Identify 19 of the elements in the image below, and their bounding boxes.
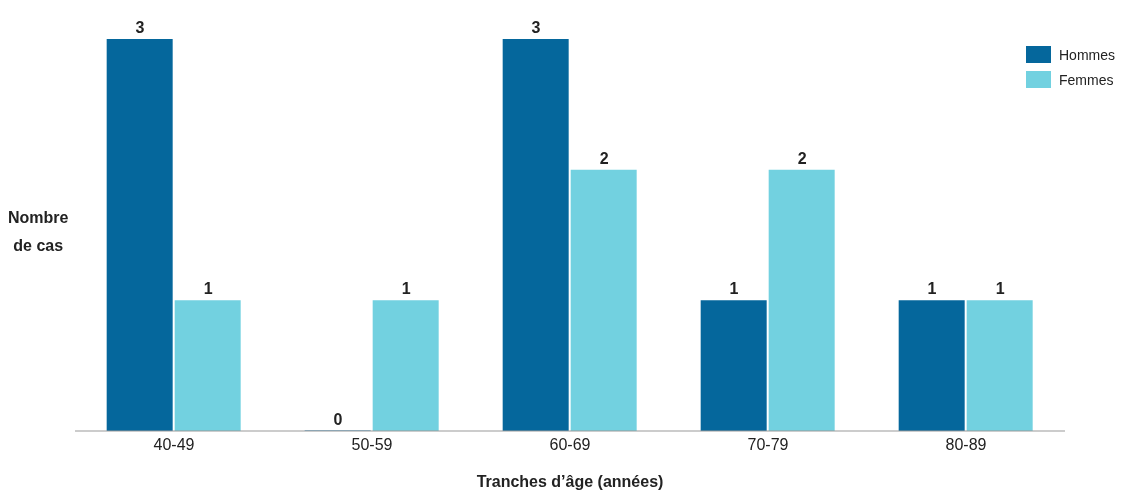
data-label: 2 (599, 149, 609, 167)
data-label: 1 (401, 280, 411, 298)
data-label: 2 (797, 149, 807, 167)
x-tick-label: 40-49 (153, 436, 195, 454)
x-tick-label: 80-89 (945, 436, 987, 454)
x-tick-label: 50-59 (351, 436, 393, 454)
x-tick-label: 70-79 (747, 436, 789, 454)
legend-label: Femmes (1058, 71, 1114, 88)
data-label: 1 (995, 280, 1005, 298)
x-tick-label: 60-69 (549, 436, 591, 454)
data-label: 3 (135, 19, 145, 36)
data-label: 1 (729, 280, 739, 298)
y-axis-title: Nombre de cas (8, 208, 69, 256)
x-axis-title: Tranches d’âge (années) (476, 473, 664, 490)
data-label: 3 (531, 19, 541, 36)
data-label: 1 (927, 280, 937, 298)
legend-label: Hommes (1058, 46, 1115, 63)
data-label: 1 (203, 280, 213, 298)
data-label: 0 (333, 411, 343, 428)
